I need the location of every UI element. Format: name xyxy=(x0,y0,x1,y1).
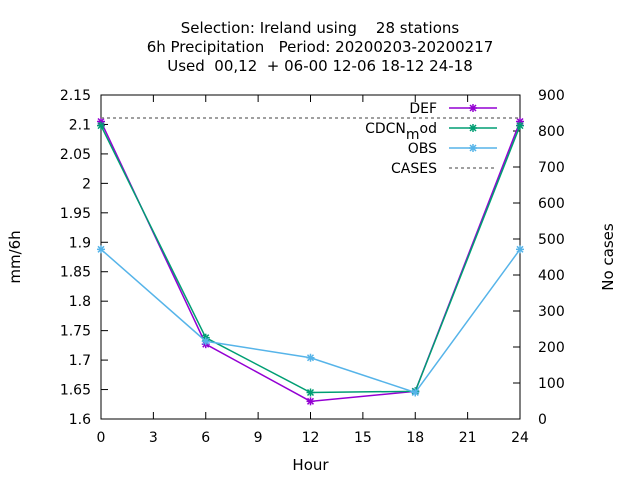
y2-tick-label: 800 xyxy=(538,124,565,140)
y2-tick-label: 500 xyxy=(538,232,565,248)
series-obs xyxy=(97,245,524,397)
legend-entry: DEF xyxy=(409,101,497,117)
title-line: Selection: Ireland using 28 stations xyxy=(181,19,460,37)
y-tick-label: 1.95 xyxy=(60,206,91,222)
x-tick-label: 24 xyxy=(511,430,529,446)
y2-tick-label: 400 xyxy=(538,268,565,284)
y2-axis-label: No cases xyxy=(599,223,617,291)
title-line: 6h Precipitation Period: 20200203-202002… xyxy=(147,38,494,56)
series-layer xyxy=(97,117,524,406)
x-tick-label: 6 xyxy=(201,430,210,446)
x-tick-label: 15 xyxy=(354,430,372,446)
series-line xyxy=(100,248,521,394)
x-tick-label: 21 xyxy=(459,430,477,446)
y2-tick-label: 200 xyxy=(538,340,565,356)
legend-label: DEF xyxy=(409,101,437,117)
plot-frame xyxy=(100,94,521,420)
legend-label: CDCNmod xyxy=(365,121,437,143)
y-tick-label: 1.75 xyxy=(60,324,91,340)
x-axis-label: Hour xyxy=(292,456,329,474)
y-tick-label: 2 xyxy=(82,176,91,192)
legend-entry: OBS xyxy=(408,141,497,157)
y-axis-label: mm/6h xyxy=(6,230,24,283)
series-def xyxy=(97,117,524,406)
y2-tick-label: 900 xyxy=(538,88,565,104)
y2-tick-label: 300 xyxy=(538,304,565,320)
y-tick-label: 1.7 xyxy=(69,353,91,369)
y-tick-label: 1.6 xyxy=(69,412,91,428)
x-tick-label: 0 xyxy=(97,430,106,446)
y-tick-label: 1.9 xyxy=(69,235,91,251)
legend-label: OBS xyxy=(408,141,437,157)
y2-tick-label: 0 xyxy=(538,412,547,428)
y-tick-label: 2.1 xyxy=(69,117,91,133)
y-tick-label: 1.65 xyxy=(60,383,91,399)
legend-entry: CDCNmod xyxy=(365,121,497,143)
y-tick-label: 2.05 xyxy=(60,147,91,163)
x-tick-label: 9 xyxy=(254,430,263,446)
series-line xyxy=(100,125,521,394)
x-tick-label: 18 xyxy=(406,430,424,446)
y-tick-label: 1.8 xyxy=(69,294,91,310)
y-tick-label: 2.15 xyxy=(60,88,91,104)
plot-axes: 0 3 6 9 12 15 18 21 24 1.6 1.65 1.7 1.75 1.8 1.85 1.9 1.… xyxy=(6,88,617,474)
y-tick-label: 1.85 xyxy=(60,265,91,281)
y2-tick-label: 600 xyxy=(538,196,565,212)
y2-tick-label: 100 xyxy=(538,376,565,392)
legend-label: CASES xyxy=(391,161,437,177)
x-tick-label: 3 xyxy=(149,430,158,446)
legend-entry: CASES xyxy=(391,161,497,177)
x-tick-label: 12 xyxy=(302,430,320,446)
y2-tick-label: 700 xyxy=(538,160,565,176)
title-line: Used 00,12 + 06-00 12-06 18-12 24-18 xyxy=(167,57,473,75)
